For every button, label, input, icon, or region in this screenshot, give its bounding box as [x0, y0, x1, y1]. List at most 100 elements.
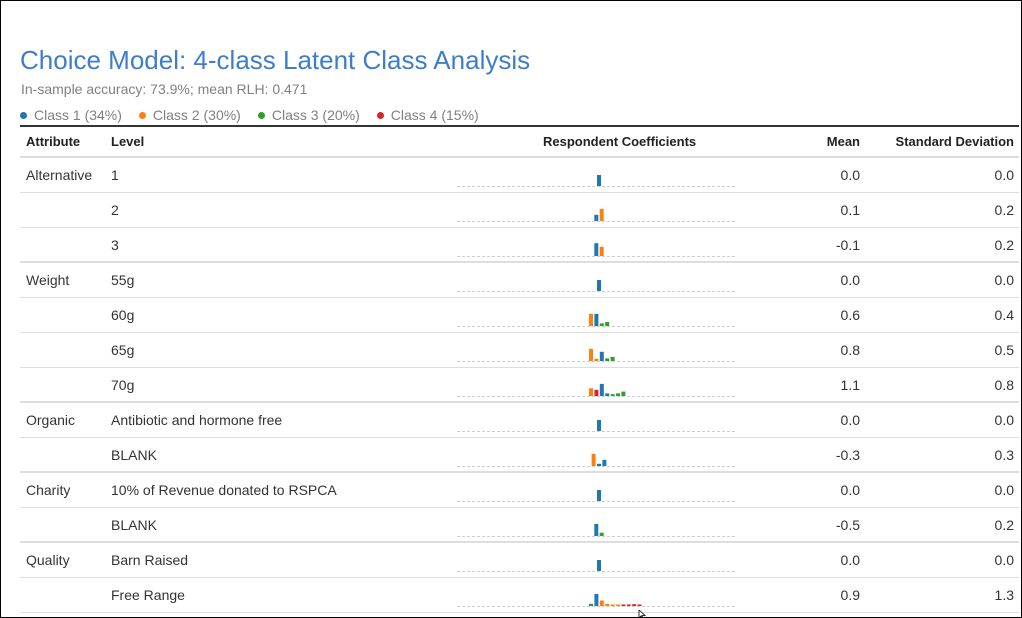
- level-cell: Free Range: [111, 587, 185, 603]
- coefficient-bar: [594, 523, 599, 536]
- attribute-cell: Weight: [26, 272, 70, 288]
- sd-cell: 0.0: [994, 482, 1014, 498]
- sd-cell: 0.4: [994, 307, 1014, 323]
- sd-cell: 0.8: [994, 377, 1014, 393]
- table-row: BLANK -0.5 0.2: [20, 508, 1019, 543]
- coefficient-bar: [599, 383, 604, 396]
- header-rule: [20, 125, 1019, 127]
- coefficient-bar: [605, 603, 610, 606]
- level-cell: 3: [111, 237, 119, 253]
- header-attribute[interactable]: Attribute: [26, 134, 81, 149]
- level-cell: BLANK: [111, 447, 157, 463]
- mean-cell: -0.1: [835, 237, 860, 253]
- legend-item-class-4[interactable]: Class 4 (15%): [376, 107, 479, 123]
- coefficient-bar: [605, 322, 610, 326]
- coefficient-bar: [610, 394, 615, 396]
- legend: Class 1 (34%) Class 2 (30%) Class 3 (20%…: [20, 107, 496, 123]
- legend-item-class-2[interactable]: Class 2 (30%): [138, 107, 241, 123]
- mean-cell: 0.6: [840, 307, 860, 323]
- table-row: Alternative 1 0.0 0.0: [20, 158, 1019, 193]
- coefficient-sparkline: [457, 383, 737, 397]
- header-mean[interactable]: Mean: [826, 134, 860, 149]
- level-cell: 65g: [111, 342, 135, 358]
- level-cell: 1: [111, 167, 119, 183]
- mean-cell: -0.5: [835, 517, 860, 533]
- sd-cell: 0.2: [994, 237, 1014, 253]
- coefficient-bar: [589, 313, 593, 326]
- coefficient-bar: [594, 214, 599, 221]
- attribute-cell: Alternative: [26, 167, 93, 183]
- coefficient-bar: [589, 388, 593, 396]
- sd-cell: 0.5: [994, 342, 1014, 358]
- level-cell: Barn Raised: [111, 552, 189, 568]
- mean-cell: -0.3: [835, 447, 860, 463]
- coefficient-bar: [602, 459, 607, 466]
- coefficient-bar: [616, 393, 620, 396]
- coefficient-sparkline: [457, 420, 737, 432]
- mouse-pointer-icon: [638, 610, 647, 617]
- results-table: Attribute Level Respondent Coefficients …: [20, 127, 1019, 613]
- sd-cell: 0.0: [994, 167, 1014, 183]
- level-cell: BLANK: [111, 517, 157, 533]
- mean-cell: 0.0: [840, 272, 860, 288]
- legend-item-class-3[interactable]: Class 3 (20%): [257, 107, 360, 123]
- table-row: Free Range 0.9 1.3: [20, 578, 1019, 613]
- class-1-dot-icon: [20, 111, 27, 119]
- sd-cell: 0.2: [994, 202, 1014, 218]
- table-row: Organic Antibiotic and hormone free 0.0 …: [20, 403, 1019, 438]
- header-standard-deviation[interactable]: Standard Deviation: [895, 134, 1014, 149]
- mean-cell: 0.0: [840, 552, 860, 568]
- sd-cell: 0.0: [994, 552, 1014, 568]
- coefficient-sparkline: [457, 560, 737, 572]
- mean-cell: 0.0: [840, 167, 860, 183]
- page-subtitle: In-sample accuracy: 73.9%; mean RLH: 0.4…: [21, 81, 308, 97]
- coefficient-sparkline: [457, 280, 737, 292]
- class-4-dot-icon: [376, 111, 384, 119]
- coefficient-bar: [626, 604, 631, 606]
- table-row: 60g 0.6 0.4: [20, 298, 1019, 333]
- coefficient-bar: [594, 389, 599, 396]
- coefficient-bar: [589, 603, 593, 606]
- coefficient-bar: [589, 348, 593, 361]
- table-row: 2 0.1 0.2: [20, 193, 1019, 228]
- legend-label: Class 1 (34%): [34, 107, 122, 123]
- legend-item-class-1[interactable]: Class 1 (34%): [20, 107, 122, 123]
- mean-cell: 0.8: [840, 342, 860, 358]
- coefficient-sparkline: [457, 453, 737, 467]
- level-cell: Antibiotic and hormone free: [111, 412, 283, 428]
- sd-cell: 0.0: [994, 272, 1014, 288]
- table-row: Quality Barn Raised 0.0 0.0: [20, 543, 1019, 578]
- coefficient-bar: [599, 208, 604, 221]
- sd-cell: 0.2: [994, 517, 1014, 533]
- sd-cell: 0.3: [994, 447, 1014, 463]
- table-row: 65g 0.8 0.5: [20, 333, 1019, 368]
- attribute-cell: Organic: [26, 412, 76, 428]
- attribute-cell: Charity: [26, 482, 71, 498]
- header-coefficients[interactable]: Respondent Coefficients: [543, 134, 697, 149]
- mean-cell: 1.1: [840, 377, 860, 393]
- coefficient-sparkline: [457, 175, 737, 187]
- coefficient-bar: [597, 490, 601, 501]
- mean-cell: 0.9: [840, 587, 860, 603]
- coefficient-bar: [599, 323, 604, 326]
- coefficient-sparkline: [457, 348, 737, 362]
- table-header: Attribute Level Respondent Coefficients …: [20, 127, 1019, 158]
- sd-cell: 0.0: [994, 412, 1014, 428]
- header-level[interactable]: Level: [111, 134, 145, 149]
- coefficient-bar: [599, 351, 604, 361]
- class-2-dot-icon: [138, 111, 146, 119]
- coefficient-bar: [599, 600, 604, 606]
- coefficient-bar: [597, 463, 601, 466]
- coefficient-sparkline: [457, 593, 737, 607]
- coefficient-sparkline: [457, 490, 737, 502]
- coefficient-bar: [637, 604, 642, 606]
- level-cell: 60g: [111, 307, 135, 323]
- coefficient-bar: [621, 391, 626, 396]
- coefficient-bar: [610, 604, 615, 606]
- coefficient-bar: [610, 357, 615, 361]
- coefficient-bar: [594, 593, 599, 606]
- mean-cell: 0.0: [840, 482, 860, 498]
- coefficient-bar: [605, 393, 610, 396]
- level-cell: 55g: [111, 272, 135, 288]
